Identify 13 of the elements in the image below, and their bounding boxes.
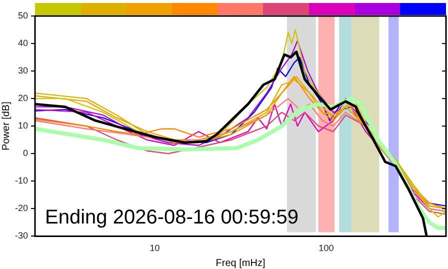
y-tick-label: 40 [18,38,28,48]
y-tick-label: -20 [14,203,28,214]
y-tick-label: 10 [18,120,28,131]
y-tick-label: 30 [18,66,28,76]
y-tick-label: -30 [14,230,28,241]
y-axis-title: Power [dB] [0,101,12,151]
y-tick-label: 0 [22,148,28,158]
y-tick-label: 50 [18,10,28,20]
y-tick-label: -10 [14,176,28,186]
y-tick-label: 20 [18,93,28,104]
annotation: Ending 2026-08-16 00:59:59 [45,206,299,229]
x-tick-label: 100 [318,243,334,254]
x-axis-title: Freq [mHz] [216,258,266,269]
